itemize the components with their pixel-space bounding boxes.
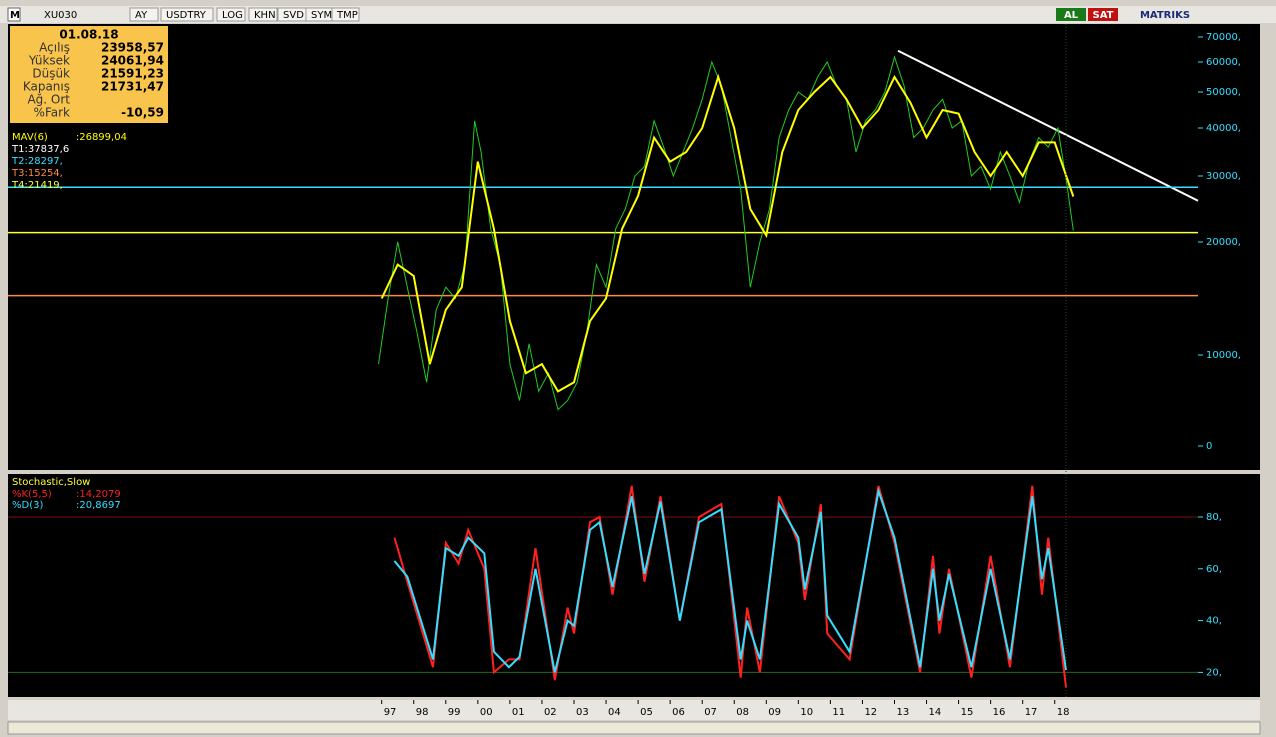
info-box [10, 26, 168, 123]
x-tick-label: 06 [672, 707, 685, 718]
y-tick-label: 60000, [1206, 57, 1241, 68]
y-tick-label: 30000, [1206, 171, 1241, 182]
x-tick-label: 17 [1025, 707, 1038, 718]
y-tick-label: 60, [1206, 564, 1222, 575]
logo: M [10, 10, 20, 21]
indicator-name: T1 [11, 144, 24, 155]
indicator-label: T4:21419, [11, 180, 63, 191]
x-tick-label: 03 [576, 707, 589, 718]
x-tick-label: 15 [961, 707, 974, 718]
sell-button[interactable] [1088, 8, 1118, 21]
indicator-name: T2 [11, 156, 24, 167]
indicator-label: T2:28297, [11, 156, 63, 167]
x-tick-label: 98 [416, 707, 429, 718]
legend-value: :20,8697 [76, 500, 121, 511]
toolbar-button-label[interactable]: AY [135, 10, 148, 21]
y-tick-label: 70000, [1206, 32, 1241, 43]
indicator-value: :28297, [24, 156, 62, 167]
info-label: Kapanış [23, 80, 70, 94]
series-line [380, 73, 1075, 393]
y-tick-label: 40, [1206, 616, 1222, 627]
x-tick-label: 11 [832, 707, 845, 718]
series-line [378, 55, 1074, 411]
legend-name: %D(3) [12, 500, 43, 511]
stoch-title: Stochastic,Slow [12, 477, 90, 488]
info-label: Düşük [32, 67, 70, 81]
x-tick-label: 05 [640, 707, 653, 718]
buy-button[interactable] [1056, 8, 1086, 21]
x-tick-label: 16 [993, 707, 1006, 718]
info-label: Yüksek [28, 54, 70, 68]
y-tick-label: 20, [1206, 667, 1222, 678]
toolbar-button-label[interactable]: TMP [336, 10, 358, 21]
y-tick-label: 50000, [1206, 87, 1241, 98]
indicator-name: T3 [11, 168, 24, 179]
legend-value: :14,2079 [76, 489, 121, 500]
info-label: Açılış [39, 41, 70, 55]
x-tick-label: 00 [480, 707, 493, 718]
stoch-panel [8, 474, 1198, 697]
brand: MATRIKS [1140, 10, 1190, 21]
indicator-label: T1:37837,6 [11, 144, 69, 155]
stoch-axis-panel [1198, 474, 1260, 697]
logo-box [7, 7, 21, 22]
scrollbar[interactable] [7, 721, 1261, 735]
price-axis-panel [1198, 24, 1260, 470]
info-label: %Fark [34, 106, 70, 120]
toolbar-button-label[interactable]: LOG [222, 10, 243, 21]
y-tick-label: 10000, [1206, 350, 1241, 361]
toolbar-button[interactable] [160, 7, 214, 22]
x-tick-label: 97 [384, 707, 397, 718]
info-value: 21591,23 [101, 67, 164, 81]
x-tick-label: 08 [736, 707, 749, 718]
x-tick-label: 13 [896, 707, 909, 718]
x-tick-label: 02 [544, 707, 557, 718]
indicator-value: :37837,6 [24, 144, 69, 155]
y-tick-label: 80, [1206, 512, 1222, 523]
y-tick-label: 40000, [1206, 123, 1241, 134]
x-tick-label: 99 [448, 707, 461, 718]
series-line [393, 487, 1067, 673]
indicator-label: MAV(6) :26899,04 [12, 132, 127, 143]
info-label: Ağ. Ort [27, 93, 70, 107]
x-tick-label: 14 [929, 707, 942, 718]
info-value: -10,59 [121, 106, 164, 120]
sell-label[interactable]: SAT [1093, 10, 1114, 21]
time-axis [8, 700, 1260, 720]
x-tick-label: 12 [864, 707, 877, 718]
toolbar-button-label[interactable]: SYM [311, 10, 332, 21]
indicator-name: MAV(6) [12, 132, 48, 143]
y-tick-label: 0 [1206, 441, 1212, 452]
indicator-value: :26899,04 [76, 132, 127, 143]
x-tick-label: 18 [1057, 707, 1070, 718]
x-tick-label: 10 [800, 707, 813, 718]
indicator-label: T3:15254, [11, 168, 63, 179]
toolbar-button[interactable] [216, 7, 246, 22]
indicator-value: :15254, [24, 168, 62, 179]
x-tick-label: 04 [608, 707, 621, 718]
symbol[interactable]: XU030 [44, 10, 77, 21]
legend-name: %K(5,5) [12, 489, 52, 500]
x-tick-label: 01 [512, 707, 525, 718]
x-tick-label: 09 [768, 707, 781, 718]
info-date: 01.08.18 [59, 28, 118, 42]
price-panel [8, 24, 1198, 470]
toolbar-button-label[interactable]: KHN [254, 10, 276, 21]
toolbar-button[interactable] [248, 7, 278, 22]
info-value: 23958,57 [101, 41, 164, 55]
info-value: 21731,47 [101, 80, 164, 94]
toolbar-button-label[interactable]: USDTRY [166, 10, 207, 21]
indicator-name: T4 [11, 180, 24, 191]
content: M XU030 AY USDTRY LOG KHN SVD SYM TMP AL SAT MATRIK… [7, 7, 1241, 718]
y-tick-label: 20000, [1206, 237, 1241, 248]
info-value: 24061,94 [101, 54, 164, 68]
buy-label[interactable]: AL [1064, 10, 1079, 21]
x-tick-label: 07 [704, 707, 717, 718]
toolbar-button[interactable] [331, 7, 360, 22]
indicator-value: :21419, [24, 180, 62, 191]
toolbar-button[interactable] [129, 7, 159, 22]
trend-line [897, 49, 1199, 202]
toolbar-button-label[interactable]: SVD [283, 10, 304, 21]
